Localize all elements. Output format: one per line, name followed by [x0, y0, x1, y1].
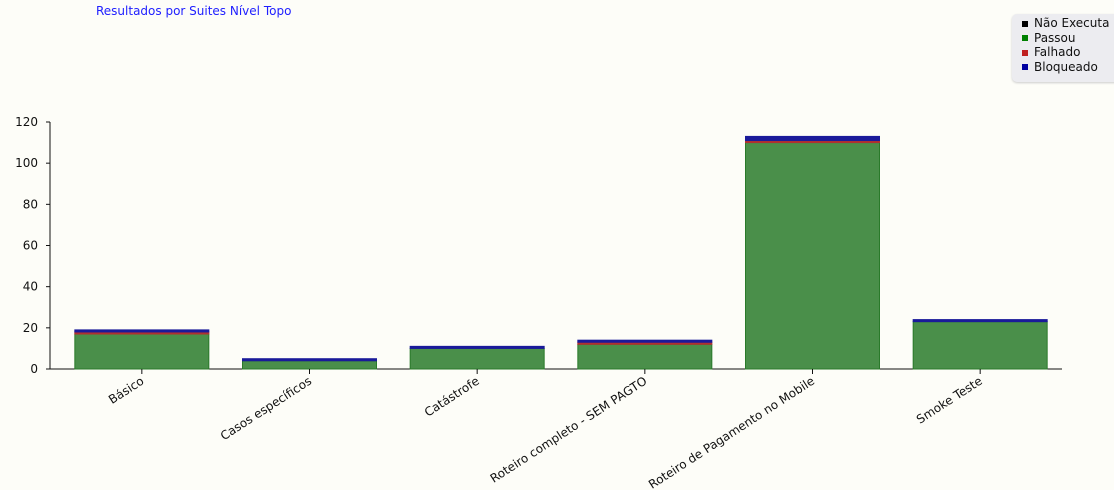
bar-passou	[745, 142, 880, 370]
legend-swatch	[1022, 35, 1028, 41]
x-tick-label: Roteiro de Pagamento no Mobile	[646, 374, 817, 490]
legend-item: Passou	[1022, 31, 1076, 45]
y-tick-label: 0	[30, 362, 38, 376]
legend: Não Executa Passou Falhado Bloqueado	[1012, 14, 1114, 82]
x-tick-label: Catástrofe	[422, 374, 482, 420]
y-tick-label: 120	[15, 115, 38, 129]
y-tick-label: 60	[23, 239, 38, 253]
x-tick-label: Básico	[106, 374, 146, 407]
legend-item: Não Executa	[1022, 16, 1109, 30]
y-tick-label: 100	[15, 156, 38, 170]
legend-swatch	[1022, 49, 1028, 56]
bar-bloqueado	[74, 329, 210, 333]
legend-item: Bloqueado	[1022, 60, 1098, 74]
bar-passou	[577, 343, 713, 370]
x-tick-label: Roteiro completo - SEM PAGTO	[488, 374, 650, 486]
y-tick-label: 40	[23, 280, 38, 294]
legend-item: Falhado	[1022, 45, 1080, 59]
bar-passou	[912, 321, 1048, 370]
legend-label: Bloqueado	[1034, 59, 1098, 74]
y-tick-label: 80	[23, 197, 38, 211]
bar-passou	[242, 360, 377, 370]
x-tick-label: Smoke Teste	[914, 374, 985, 427]
legend-label: Passou	[1034, 30, 1076, 45]
bar-bloqueado	[242, 358, 377, 362]
legend-label: Não Executa	[1034, 16, 1110, 30]
bar-bloqueado	[577, 339, 713, 343]
legend-swatch	[1022, 64, 1028, 70]
legend-swatch	[1022, 20, 1028, 27]
legend-label: Falhado	[1034, 45, 1081, 59]
bar-bloqueado	[912, 319, 1048, 323]
bar-bloqueado	[409, 345, 545, 349]
bar-passou	[74, 333, 210, 370]
chart-title: Resultados por Suites Nível Topo	[96, 4, 292, 18]
x-tick-label: Casos específicos	[218, 374, 314, 443]
bar-bloqueado	[745, 135, 880, 142]
bar-passou	[409, 347, 545, 370]
y-tick-label: 20	[23, 321, 38, 335]
